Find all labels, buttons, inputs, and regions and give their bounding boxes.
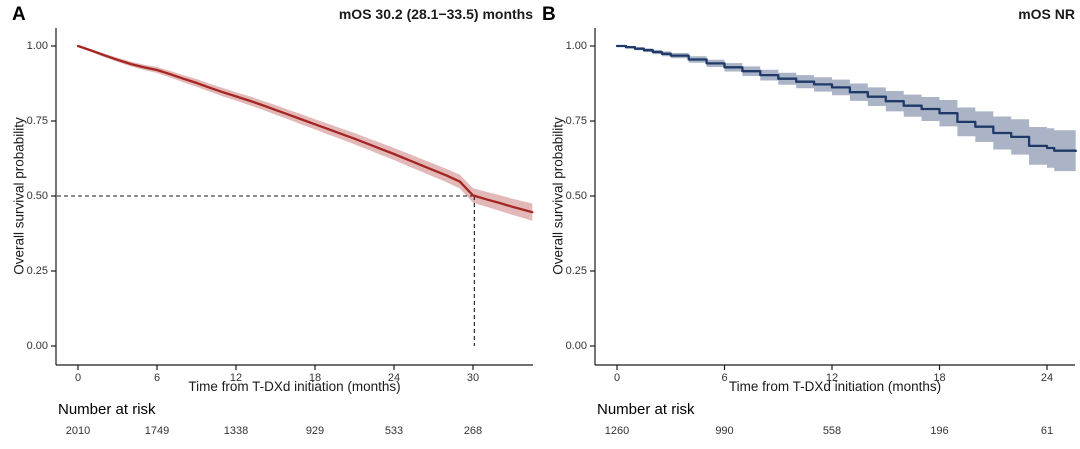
x-tick-label: 12 <box>229 372 243 384</box>
risk-count: 533 <box>384 425 404 437</box>
y-tick-label: 1.00 <box>26 40 48 52</box>
y-tick-label: 0.75 <box>565 115 587 127</box>
y-tick-label: 0.25 <box>26 265 48 277</box>
panel-a-title: mOS 30.2 (28.1−33.5) months <box>338 6 533 22</box>
x-tick-label: 0 <box>613 372 621 384</box>
risk-count: 1260 <box>604 425 630 437</box>
y-tick-label: 0.00 <box>565 340 587 352</box>
panel-b-title: mOS NR <box>1018 6 1075 22</box>
x-tick-label: 12 <box>825 372 839 384</box>
x-tick-label: 18 <box>308 372 322 384</box>
x-tick-label: 18 <box>933 372 946 384</box>
risk-count: 61 <box>1040 425 1054 437</box>
x-tick-label: 6 <box>721 372 728 384</box>
panel-b-risk-table-label: Number at risk <box>597 401 695 418</box>
risk-count: 2010 <box>65 425 91 437</box>
panel-b-x-axis-title: Time from T-DXd initiation (months) <box>728 379 942 394</box>
y-tick-label: 0.75 <box>26 115 48 127</box>
y-tick-label: 0.00 <box>26 340 48 352</box>
ci-band <box>617 46 1076 172</box>
y-tick-label: 0.50 <box>565 190 587 202</box>
km-curve <box>615 44 1077 153</box>
panel-a-label: A <box>12 4 26 25</box>
ci-band <box>78 46 533 221</box>
risk-count: 268 <box>463 425 483 437</box>
risk-count: 196 <box>930 425 949 437</box>
km-curve <box>76 44 534 214</box>
x-tick-label: 6 <box>153 372 161 384</box>
panel-a-risk-table-label: Number at risk <box>58 401 156 418</box>
x-tick-label: 24 <box>1040 372 1054 384</box>
risk-count: 990 <box>715 425 734 437</box>
x-tick-label: 30 <box>466 372 480 384</box>
risk-count: 1338 <box>223 425 249 437</box>
y-tick-label: 0.50 <box>26 190 48 202</box>
x-tick-label: 0 <box>74 372 82 384</box>
risk-count: 929 <box>305 425 325 437</box>
x-tick-label: 24 <box>387 372 401 384</box>
y-tick-label: 1.00 <box>565 40 587 52</box>
panel-b-label: B <box>542 4 556 25</box>
risk-count: 1749 <box>144 425 170 437</box>
y-tick-label: 0.25 <box>565 265 587 277</box>
risk-count: 558 <box>822 425 842 437</box>
panel-a-x-axis-title: Time from T-DXd initiation (months) <box>188 379 401 394</box>
